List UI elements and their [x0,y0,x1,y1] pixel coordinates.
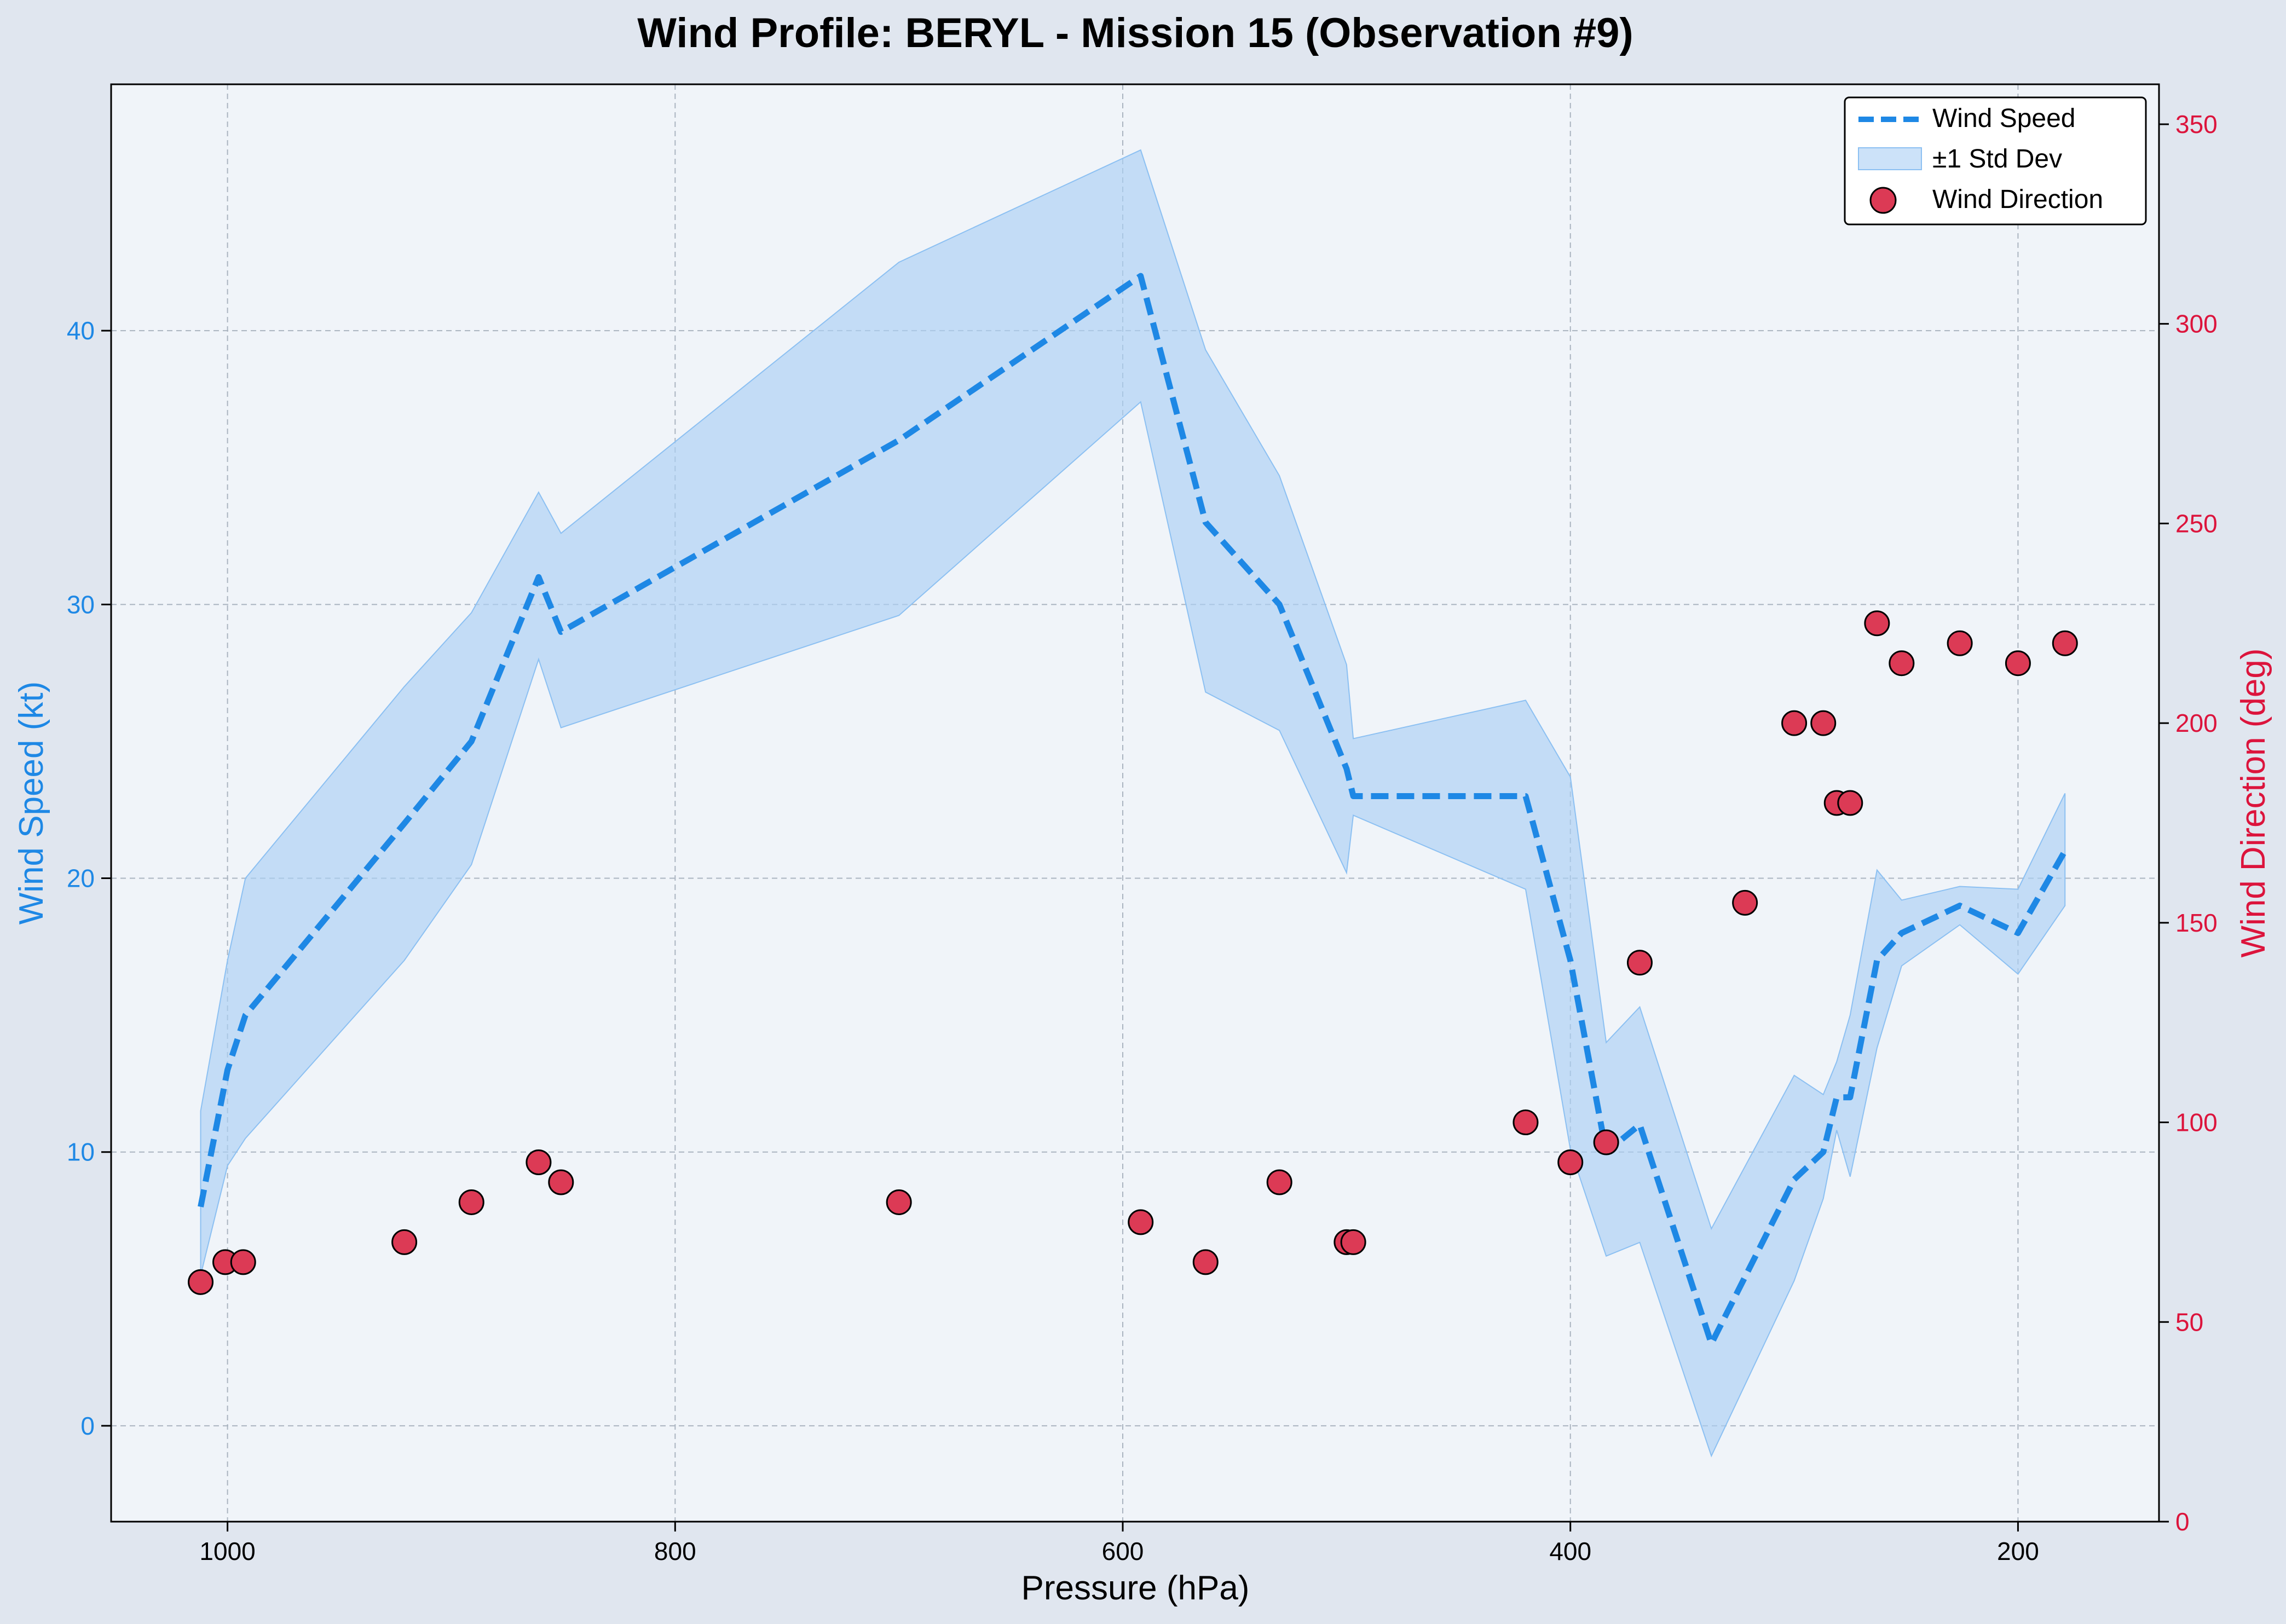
wind-direction-point [886,1189,912,1215]
legend-wind-direction-label: Wind Direction [1932,185,2103,214]
y-right-tick-label: 150 [2175,909,2218,937]
x-axis-label: Pressure (hPa) [1021,1569,1250,1607]
y-right-tick-label: 100 [2175,1108,2218,1137]
wind-direction-point [1266,1169,1292,1195]
wind-direction-point [1557,1149,1584,1175]
y-axis-right: 0 50 100 150 200 250 300 350 [2159,110,2218,1536]
y-left-tick-label: 40 [67,316,95,345]
legend-wind-direction-swatch [1869,187,1897,214]
wind-direction-point [1732,889,1758,916]
wind-direction-point [2052,630,2078,656]
y-right-tick-label: 0 [2175,1507,2190,1536]
x-tick-label: 1000 [199,1537,255,1565]
wind-direction-point [391,1229,418,1255]
wind-direction-point [188,1269,214,1295]
legend-std-dev-label: ±1 Std Dev [1932,145,2062,174]
wind-speed-line [198,273,2068,1347]
wind-direction-point [1340,1229,1366,1255]
y-right-tick-label: 250 [2175,509,2218,538]
legend-std-dev-swatch [1858,147,1922,170]
plot-frame [110,83,2160,1523]
y-right-tick-label: 350 [2175,110,2218,138]
wind-direction-point [458,1189,484,1215]
legend-wind-speed-label: Wind Speed [1932,104,2076,133]
x-axis: 1000 800 600 400 200 [199,1522,2039,1565]
wind-direction-series [188,610,2078,1295]
y-right-tick-label: 200 [2175,709,2218,737]
x-tick-label: 800 [654,1537,696,1565]
x-tick-label: 600 [1102,1537,1144,1565]
y-left-tick-label: 0 [80,1412,95,1440]
wind-direction-point [1864,610,1890,637]
wind-direction-point [1192,1249,1219,1275]
wind-direction-point [526,1149,552,1175]
wind-direction-point [1593,1129,1619,1155]
wind-direction-point [1889,650,1915,677]
wind-direction-point [1947,630,1973,656]
wind-direction-point [548,1169,574,1195]
x-tick-label: 400 [1549,1537,1591,1565]
wind-direction-point [230,1249,256,1275]
wind-direction-point [1626,950,1653,976]
y-left-tick-label: 10 [67,1138,95,1166]
wind-direction-point [2005,650,2031,677]
wind-speed-series [198,273,2068,1347]
x-tick-label: 200 [1997,1537,2039,1565]
wind-direction-point [1513,1109,1539,1136]
y-axis-right-label: Wind Direction (deg) [2235,648,2272,957]
wind-direction-point [1128,1209,1154,1235]
y-axis-left: 0 10 20 30 40 [67,316,111,1440]
y-axis-left-label: Wind Speed (kt) [13,681,50,925]
y-left-tick-label: 30 [67,590,95,619]
chart-title: Wind Profile: BERYL - Mission 15 (Observ… [637,10,1633,56]
legend: Wind Speed ±1 Std Dev Wind Direction [1844,96,2147,226]
wind-direction-point [1781,710,1808,736]
legend-box [1844,96,2147,226]
wind-direction-point [1837,790,1863,816]
y-left-tick-label: 20 [67,864,95,893]
wind-direction-point [1810,710,1837,736]
y-right-tick-label: 50 [2175,1308,2203,1336]
y-right-tick-label: 300 [2175,310,2218,338]
